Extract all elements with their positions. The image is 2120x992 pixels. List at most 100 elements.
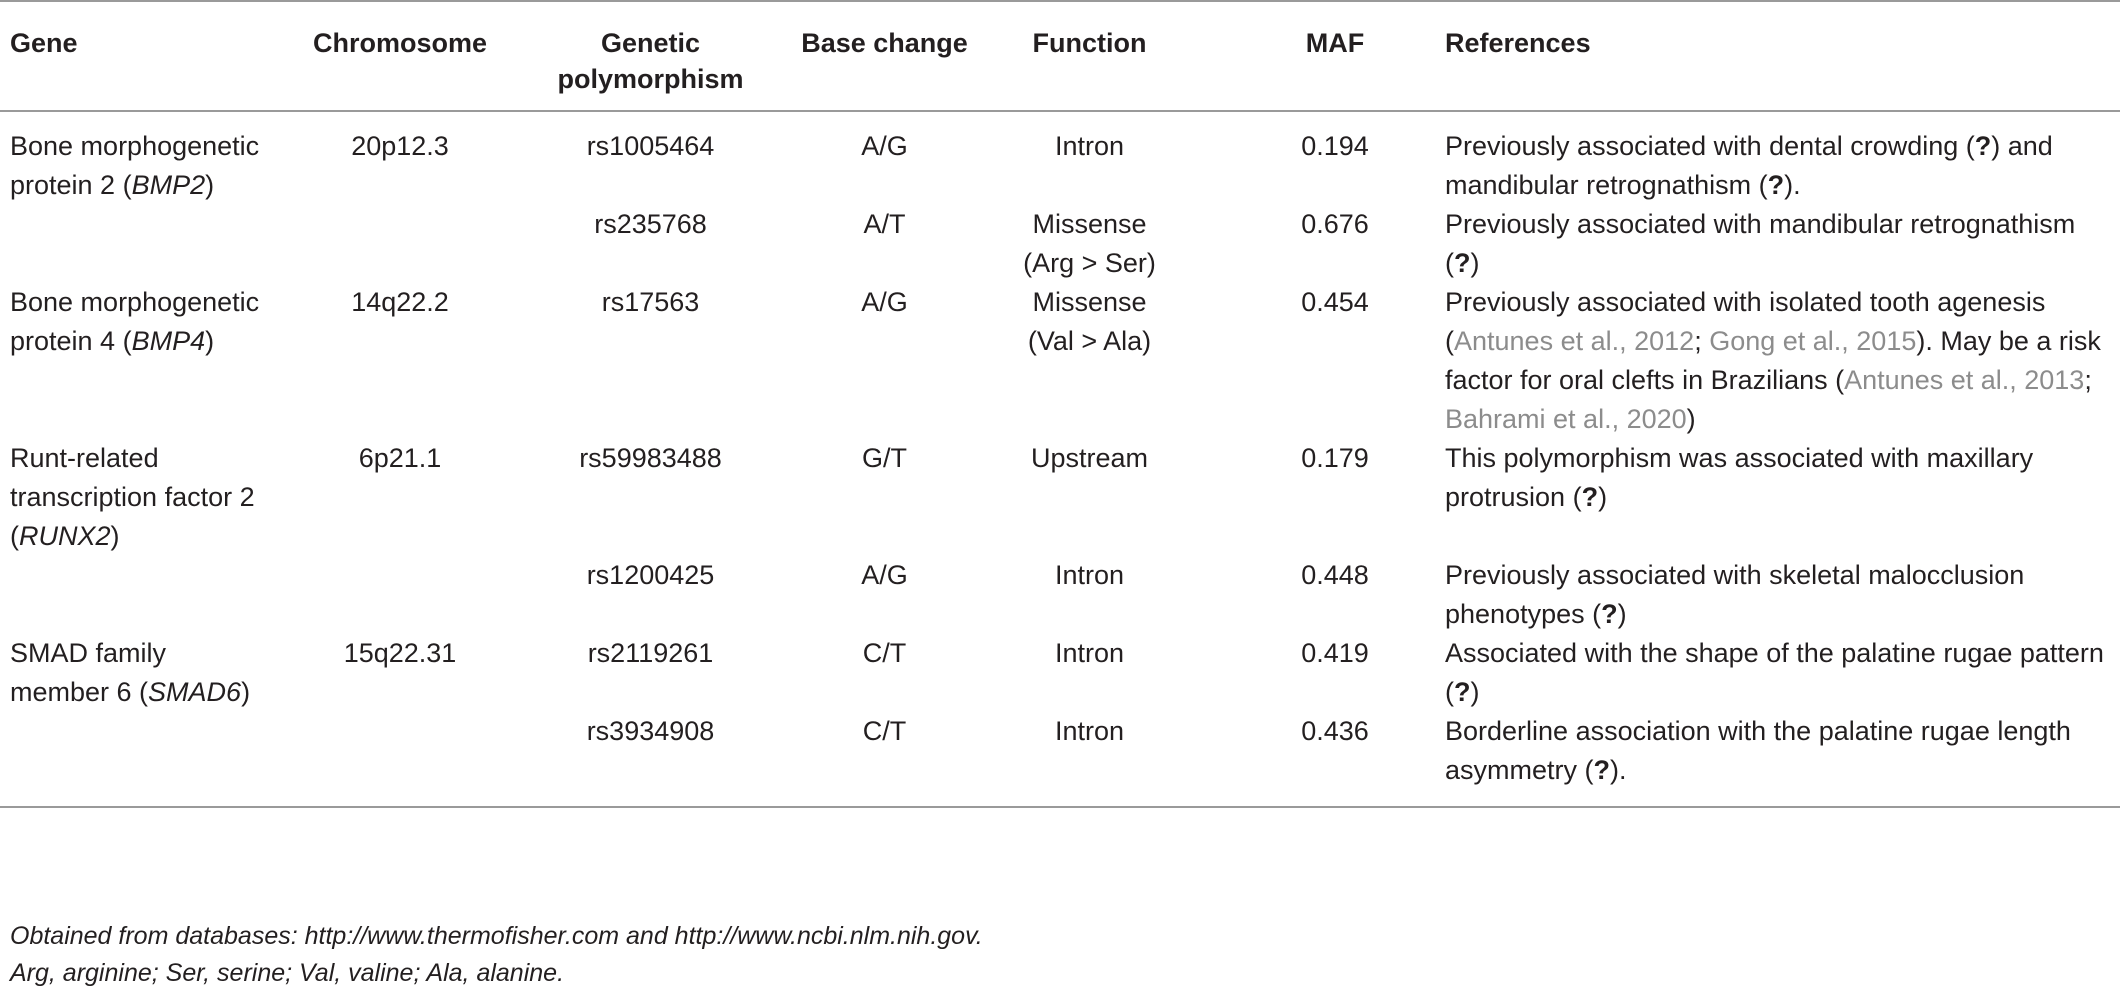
chromosome-cell: 20p12.3	[351, 131, 449, 161]
base-change-cell: G/T	[862, 443, 907, 473]
function-cell: Intron	[991, 111, 1188, 205]
base-change-cell: A/G	[861, 131, 908, 161]
polymorphism-cell: rs59983488	[579, 443, 722, 473]
ref-text: Associated with the shape of the palatin…	[1445, 638, 2104, 707]
table-row: Bone morphogenetic protein 2 (BMP2) 20p1…	[0, 111, 2120, 205]
maf-cell: 0.419	[1188, 634, 1445, 712]
missing-citation-marker: ?	[1454, 248, 1471, 278]
citation-link[interactable]: Antunes et al., 2013	[1844, 365, 2085, 395]
function-line1: Intron	[1054, 131, 1125, 161]
missing-citation-marker: ?	[1581, 482, 1599, 512]
gene-polymorphism-table: Gene Chromosome Genetic polymorphism Base…	[0, 0, 2120, 808]
table-row: rs235768 A/T Missense (Arg > Ser) 0.676 P…	[0, 205, 2120, 283]
gene-symbol: RUNX2	[19, 521, 111, 551]
citation-link[interactable]: Gong et al., 2015	[1709, 326, 1917, 356]
header-polymorphism: Genetic polymorphism	[523, 0, 778, 112]
gene-name-close: )	[110, 521, 120, 551]
table-row: rs3934908 C/T Intron 0.436 Borderline as…	[0, 712, 2120, 808]
ref-text: )	[1470, 248, 1480, 278]
function-line1: Missense	[1032, 287, 1147, 317]
chromosome-cell: 6p21.1	[358, 443, 442, 473]
function-cell: Missense (Arg > Ser)	[991, 205, 1188, 283]
chromosome-cell-empty	[277, 712, 523, 808]
maf-value: 0.676	[1301, 209, 1369, 239]
ref-text: Previously associated with isolated toot…	[1445, 287, 2046, 356]
gene-cell-empty	[0, 712, 277, 808]
ref-text: ). May be a risk factor for oral clefts …	[1445, 326, 2101, 395]
polymorphism-cell: rs1200425	[586, 560, 715, 590]
function-line1: Missense	[1032, 209, 1147, 239]
polymorphism-cell: rs17563	[601, 287, 700, 317]
ref-text: Previously associated with dental crowdi…	[1445, 131, 1975, 161]
footnote-abbreviations: Arg, arginine; Ser, serine; Val, valine;…	[10, 959, 565, 987]
function-line2: (Arg > Ser)	[1023, 248, 1156, 278]
gene-name: Runt-related transcription factor 2 (	[10, 443, 255, 551]
maf-value: 0.448	[1301, 560, 1369, 590]
base-change-cell: A/G	[861, 560, 908, 590]
ref-text: )	[1686, 404, 1696, 434]
function-cell: Intron	[991, 712, 1188, 808]
gene-symbol: SMAD6	[148, 677, 242, 707]
maf-cell: 0.454	[1188, 283, 1445, 439]
header-gene: Gene	[0, 0, 277, 112]
maf-cell: 0.194	[1188, 111, 1445, 205]
references-cell: Previously associated with isolated toot…	[1445, 283, 2120, 439]
references-cell: Borderline association with the palatine…	[1445, 712, 2120, 808]
maf-value: 0.436	[1301, 716, 1369, 746]
maf-value: 0.454	[1301, 287, 1369, 317]
ref-text: Borderline association with the palatine…	[1445, 716, 2071, 785]
ref-text: )	[1598, 482, 1608, 512]
function-line2: (Val > Ala)	[1027, 326, 1152, 356]
header-polymorphism-line2: polymorphism	[557, 64, 744, 94]
header-function: Function	[991, 0, 1188, 112]
gene-cell: Bone morphogenetic protein 2 (BMP2)	[0, 111, 277, 205]
maf-value: 0.179	[1301, 443, 1369, 473]
gene-name-close: )	[205, 326, 215, 356]
base-change-cell: A/G	[861, 287, 908, 317]
ref-text: )	[1470, 677, 1480, 707]
chromosome-cell-empty	[277, 556, 523, 634]
table-header-row: Gene Chromosome Genetic polymorphism Base…	[0, 0, 2120, 112]
function-cell: Upstream	[991, 439, 1188, 556]
base-change-cell: A/T	[863, 209, 906, 239]
maf-value: 0.419	[1301, 638, 1369, 668]
header-base-change: Base change	[778, 0, 991, 112]
gene-cell: Bone morphogenetic protein 4 (BMP4)	[0, 283, 277, 439]
citation-link[interactable]: Antunes et al., 2012	[1454, 326, 1695, 356]
ref-text: Previously associated with skeletal malo…	[1445, 560, 2025, 629]
gene-name: SMAD family member 6 (	[10, 638, 167, 707]
references-cell: Previously associated with mandibular re…	[1445, 205, 2120, 283]
table-row: Runt-related transcription factor 2 (RUN…	[0, 439, 2120, 556]
citation-link[interactable]: Bahrami et al., 2020	[1445, 404, 1687, 434]
footnote-source: Obtained from databases: http://www.ther…	[10, 922, 983, 950]
header-chromosome: Chromosome	[277, 0, 523, 112]
maf-cell: 0.448	[1188, 556, 1445, 634]
references-cell: Previously associated with skeletal malo…	[1445, 556, 2120, 634]
polymorphism-cell: rs1005464	[586, 131, 715, 161]
gene-cell: Runt-related transcription factor 2 (RUN…	[0, 439, 277, 556]
missing-citation-marker: ?	[1601, 599, 1618, 629]
gene-cell-empty	[0, 556, 277, 634]
header-maf: MAF	[1188, 0, 1445, 112]
maf-cell: 0.436	[1188, 712, 1445, 808]
gene-name-close: )	[205, 170, 215, 200]
chromosome-cell: 14q22.2	[351, 287, 449, 317]
function-cell: Intron	[991, 556, 1188, 634]
references-cell: Associated with the shape of the palatin…	[1445, 634, 2120, 712]
function-cell: Intron	[991, 634, 1188, 712]
header-maf-label: MAF	[1305, 28, 1365, 58]
function-line1: Intron	[1054, 638, 1125, 668]
gene-name: Bone morphogenetic protein 2 (	[10, 131, 260, 200]
gene-symbol: BMP2	[131, 170, 206, 200]
chromosome-cell: 15q22.31	[343, 638, 457, 668]
table-row: SMAD family member 6 (SMAD6) 15q22.31 rs…	[0, 634, 2120, 712]
table-row: rs1200425 A/G Intron 0.448 Previously as…	[0, 556, 2120, 634]
polymorphism-cell: rs235768	[594, 209, 707, 239]
table-footnotes: Obtained from databases: http://www.ther…	[10, 918, 983, 992]
missing-citation-marker: ?	[1767, 170, 1785, 200]
missing-citation-marker: ?	[1593, 755, 1611, 785]
polymorphism-cell: rs3934908	[523, 712, 778, 808]
maf-cell: 0.179	[1188, 439, 1445, 556]
ref-separator: ;	[2084, 365, 2092, 395]
function-cell: Missense (Val > Ala)	[991, 283, 1188, 439]
